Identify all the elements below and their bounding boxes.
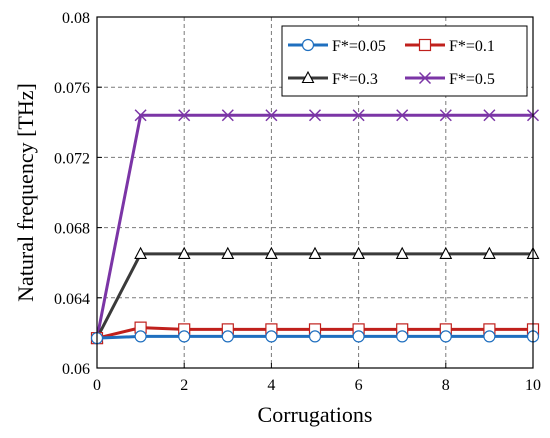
data-point xyxy=(439,246,453,259)
data-point xyxy=(308,109,322,122)
data-point xyxy=(483,109,496,122)
y-tick-label: 0.06 xyxy=(62,361,90,378)
data-point xyxy=(352,246,366,259)
data-point xyxy=(221,246,235,259)
y-tick-label: 0.072 xyxy=(54,150,90,167)
data-point xyxy=(221,109,234,122)
data-point xyxy=(396,109,409,122)
data-point xyxy=(265,330,278,343)
data-point xyxy=(439,109,452,122)
y-tick-label: 0.064 xyxy=(54,291,90,308)
series-4 xyxy=(90,109,540,345)
data-point xyxy=(178,330,191,343)
data-point xyxy=(265,109,278,122)
data-point xyxy=(177,246,191,259)
legend-item-4: F*=0.5 xyxy=(405,71,495,88)
legend-marker xyxy=(418,71,432,85)
legend-item-1: F*=0.05 xyxy=(288,38,386,55)
data-point xyxy=(352,330,365,343)
legend-label: F*=0.05 xyxy=(332,38,386,55)
y-axis-label: Natural frequency [THz] xyxy=(13,83,38,302)
legend-item-3: F*=0.3 xyxy=(288,70,378,88)
ticks: 0 2 4 6 8 10 0.06 0.064 0.068 0.072 0.076 0.08 xyxy=(54,10,541,394)
plot-frame xyxy=(96,16,534,369)
data-point xyxy=(308,246,322,259)
legend-label: F*=0.1 xyxy=(449,38,495,55)
data-point xyxy=(396,330,409,343)
data-point xyxy=(483,330,496,343)
y-tick-label: 0.08 xyxy=(62,10,90,27)
legend-box xyxy=(281,25,528,97)
x-axis-label: Corrugations xyxy=(258,402,373,427)
data-point xyxy=(264,246,278,259)
series-1 xyxy=(90,330,540,345)
data-point xyxy=(221,330,234,343)
series-layer xyxy=(90,109,540,345)
data-point xyxy=(308,330,322,343)
data-point xyxy=(482,246,496,259)
y-tick-label: 0.076 xyxy=(54,80,90,97)
y-tick-label: 0.068 xyxy=(54,221,90,238)
series-line xyxy=(95,113,533,339)
data-point xyxy=(134,246,148,259)
x-tick-label: 6 xyxy=(355,377,363,394)
legend-label: F*=0.3 xyxy=(332,71,378,88)
legend-marker xyxy=(301,70,315,84)
legend-item-2: F*=0.1 xyxy=(405,38,495,55)
legend-label: F*=0.5 xyxy=(449,71,495,88)
data-point xyxy=(178,109,191,122)
legend-marker xyxy=(418,38,432,52)
data-point xyxy=(352,109,365,122)
legend-marker xyxy=(301,38,315,52)
data-point xyxy=(134,330,147,343)
x-tick-label: 10 xyxy=(525,377,541,394)
x-tick-label: 2 xyxy=(180,377,188,394)
x-tick-label: 0 xyxy=(93,377,101,394)
data-point xyxy=(439,330,452,343)
x-tick-label: 8 xyxy=(442,377,450,394)
x-tick-label: 4 xyxy=(267,377,275,394)
data-point xyxy=(395,246,409,259)
data-point xyxy=(134,109,147,122)
legend: F*=0.05 F*=0.1 F*=0.3 F*=0.5 xyxy=(281,25,528,97)
